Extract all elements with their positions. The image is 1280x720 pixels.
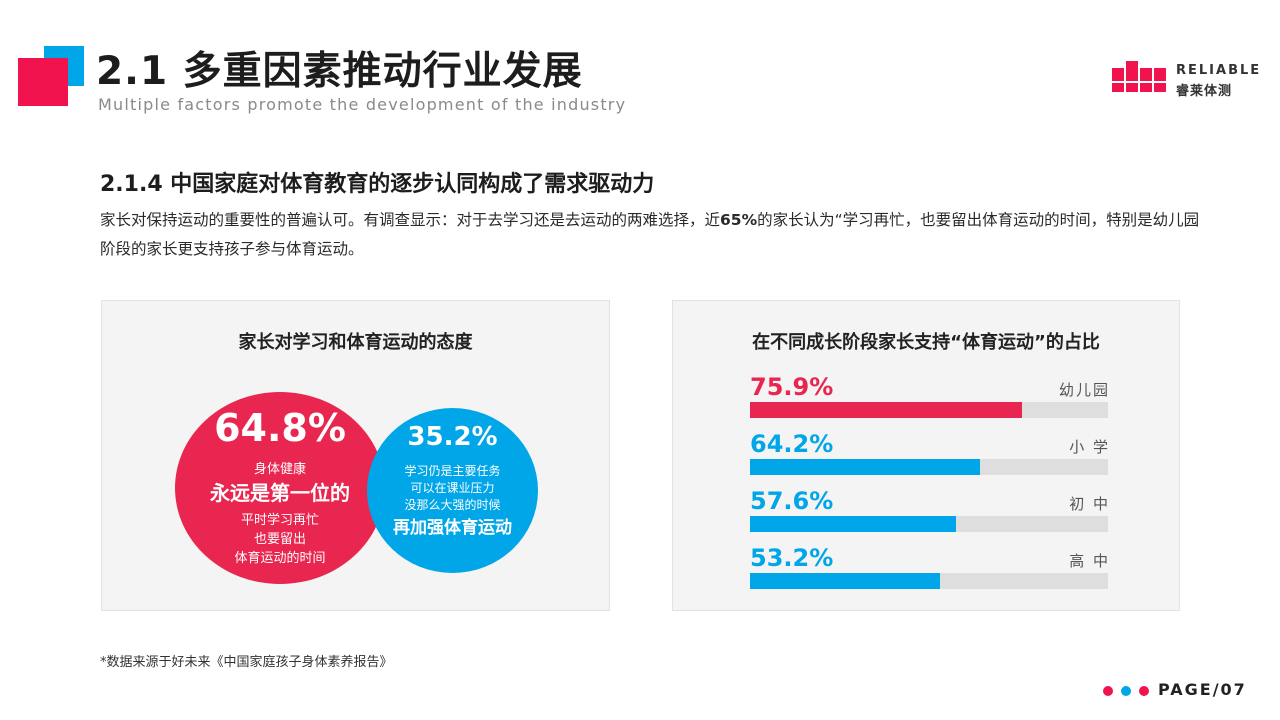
- support-by-stage-panel: 在不同成长阶段家长支持“体育运动”的占比 75.9% 幼儿园 64.2% 小 学 57.…: [672, 300, 1180, 611]
- source-footnote: *数据来源于好未来《中国家庭孩子身体素养报告》: [100, 655, 393, 670]
- bar-row: 53.2% 高 中: [750, 544, 1110, 592]
- bar-value-label: 75.9%: [750, 373, 834, 401]
- intro-text-part1: 家长对保持运动的重要性的普遍认可。有调查显示：对于去学习还是去运动的两难选择，近: [100, 211, 721, 229]
- health-first-percent: 64.8%: [214, 406, 346, 450]
- section-title: 2.1.4 中国家庭对体育教育的逐步认同构成了需求驱动力: [100, 172, 655, 197]
- logo-text-cn: 睿莱体测: [1176, 84, 1233, 99]
- intro-paragraph: 家长对保持运动的重要性的普遍认可。有调查显示：对于去学习还是去运动的两难选择，近…: [100, 206, 1210, 264]
- attitude-panel: 家长对学习和体育运动的态度 64.8% 身体健康 永远是第一位的 平时学习再忙 …: [101, 300, 610, 611]
- bar-track: [750, 516, 1108, 532]
- page-subtitle: Multiple factors promote the development…: [98, 95, 627, 114]
- study-first-line2: 可以在课业压力: [410, 481, 495, 495]
- health-first-line1: 身体健康: [253, 462, 306, 477]
- bar-category-label: 幼儿园: [1058, 381, 1110, 399]
- bar-track: [750, 573, 1108, 589]
- bar-track: [750, 459, 1108, 475]
- bar-value-label: 64.2%: [750, 430, 834, 458]
- study-first-circle: 35.2% 学习仍是主要任务 可以在课业压力 没那么大强的时候 再加强体育运动: [367, 408, 538, 573]
- bar: [750, 573, 941, 589]
- health-first-circle: 64.8% 身体健康 永远是第一位的 平时学习再忙 也要留出 体育运动的时间: [175, 392, 385, 584]
- health-first-line5: 体育运动的时间: [234, 551, 326, 566]
- bar-category-label: 小 学: [1069, 438, 1110, 456]
- page-number: PAGE/07: [1158, 680, 1247, 699]
- page-title: 2.1 多重因素推动行业发展: [96, 49, 583, 94]
- bar-track: [750, 402, 1108, 418]
- study-first-percent: 35.2%: [407, 422, 498, 452]
- study-first-line1: 学习仍是主要任务: [404, 464, 501, 478]
- bar-category-label: 高 中: [1069, 552, 1110, 570]
- intro-text-part2: 的家长认为“学习再忙，也要留出体育运动的时间，特别是幼儿园阶段的家长更支持孩子参…: [100, 211, 1200, 258]
- bar-row: 64.2% 小 学: [750, 430, 1110, 478]
- bar: [750, 516, 957, 532]
- health-first-line3: 平时学习再忙: [240, 513, 319, 528]
- intro-highlight: 65%: [720, 211, 758, 229]
- support-by-stage-title: 在不同成长阶段家长支持“体育运动”的占比: [752, 332, 1100, 353]
- bar: [750, 402, 1022, 418]
- study-first-line3: 没那么大强的时候: [404, 498, 501, 512]
- page-dot-red-2: [1139, 686, 1149, 696]
- page-dot-blue: [1121, 686, 1131, 696]
- bar: [750, 459, 980, 475]
- study-first-line4: 再加强体育运动: [393, 518, 512, 538]
- health-first-line4: 也要留出: [253, 532, 306, 547]
- bar-value-label: 57.6%: [750, 487, 834, 515]
- reliable-logo-icon: [1112, 61, 1166, 92]
- bar-category-label: 初 中: [1069, 495, 1110, 513]
- bar-row: 75.9% 幼儿园: [750, 373, 1110, 421]
- attitude-panel-title: 家长对学习和体育运动的态度: [238, 332, 473, 353]
- bar-row: 57.6% 初 中: [750, 487, 1110, 535]
- health-first-line2: 永远是第一位的: [210, 481, 350, 505]
- logo-text-en: RELIABLE: [1176, 63, 1262, 78]
- page-dot-red: [1103, 686, 1113, 696]
- bar-value-label: 53.2%: [750, 544, 834, 572]
- header-decoration-red-square: [18, 58, 68, 106]
